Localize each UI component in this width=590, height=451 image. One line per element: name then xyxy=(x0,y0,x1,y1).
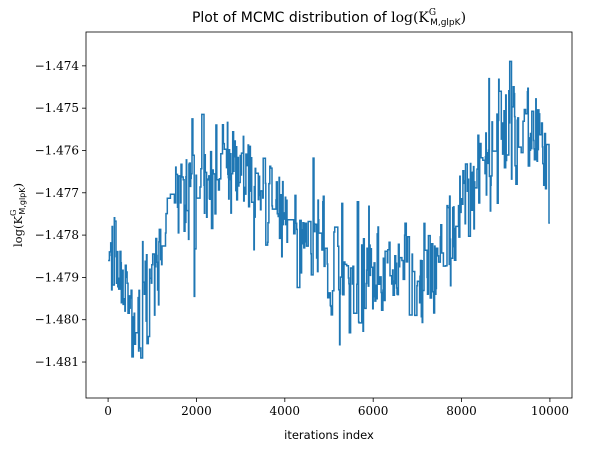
chart-title-sup: G xyxy=(429,8,436,18)
y-tick-label: −1.480 xyxy=(35,313,79,327)
x-tick-label: 10000 xyxy=(531,404,569,418)
chart-title-close: ) xyxy=(461,10,466,26)
chart-title: Plot of MCMC distribution of log(KG M,glp… xyxy=(192,8,466,28)
x-tick-label: 6000 xyxy=(358,404,389,418)
chart-title-sub: M,glpK xyxy=(430,18,462,28)
x-axis-ticks: 0 2000 4000 6000 8000 10000 xyxy=(104,398,569,418)
chart-title-math: log(K xyxy=(391,10,429,26)
y-axis-label-base: log(K xyxy=(11,216,25,247)
y-tick-label: −1.474 xyxy=(35,59,80,73)
y-axis-label-sub: M,glpK xyxy=(18,187,27,215)
x-tick-label: 0 xyxy=(104,404,112,418)
x-tick-label: 8000 xyxy=(446,404,477,418)
plot-area xyxy=(108,60,550,359)
y-tick-label: −1.477 xyxy=(35,186,79,200)
y-axis-label: log(KGM,glpK) xyxy=(9,183,27,247)
chart-title-prefix: Plot of MCMC distribution of xyxy=(192,10,391,26)
y-tick-label: −1.481 xyxy=(35,355,79,369)
y-tick-label: −1.476 xyxy=(35,143,79,157)
y-tick-label: −1.479 xyxy=(35,270,79,284)
x-tick-label: 4000 xyxy=(270,404,301,418)
series-line xyxy=(108,60,550,359)
x-axis-label: iterations index xyxy=(284,428,374,442)
x-tick-label: 2000 xyxy=(181,404,212,418)
y-axis-label-sup: G xyxy=(9,210,18,216)
axes-frame xyxy=(85,31,573,399)
y-tick-label: −1.475 xyxy=(35,101,79,115)
y-axis-ticks: −1.481 −1.480 −1.479 −1.478 −1.477 −1.476 −1.4… xyxy=(35,59,86,369)
y-tick-label: −1.478 xyxy=(35,228,79,242)
y-axis-label-close: ) xyxy=(11,183,25,188)
